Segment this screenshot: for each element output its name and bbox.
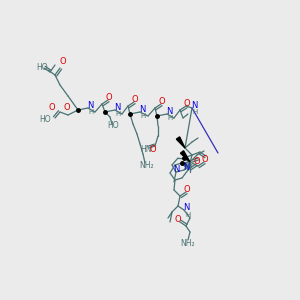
Text: O: O [184, 98, 190, 107]
Text: O: O [106, 92, 112, 101]
Text: H: H [167, 115, 172, 121]
Text: H: H [192, 109, 198, 115]
Text: HN: HN [140, 146, 152, 154]
Text: NH₂: NH₂ [181, 239, 195, 248]
Text: O: O [150, 145, 156, 154]
Text: N: N [183, 163, 189, 172]
Text: HO: HO [36, 64, 48, 73]
Text: HO: HO [107, 122, 119, 130]
Text: O: O [60, 56, 66, 65]
Text: N: N [166, 106, 172, 116]
Text: HO: HO [39, 116, 51, 124]
Text: N: N [139, 104, 145, 113]
Text: H: H [140, 113, 146, 119]
Text: N: N [87, 100, 93, 109]
Polygon shape [176, 137, 185, 148]
Text: O: O [175, 215, 181, 224]
Text: O: O [49, 103, 55, 112]
Text: O: O [194, 158, 200, 166]
Text: NH₂: NH₂ [140, 160, 154, 169]
Text: H: H [88, 109, 94, 115]
Polygon shape [180, 151, 190, 162]
Text: N: N [191, 100, 197, 109]
Text: O: O [132, 94, 138, 103]
Text: O: O [64, 103, 70, 112]
Text: H: H [116, 111, 121, 117]
Text: N: N [173, 166, 179, 175]
Text: O: O [202, 155, 208, 164]
Text: O: O [184, 184, 190, 194]
Text: O: O [159, 97, 165, 106]
Text: N: N [183, 202, 189, 211]
Text: H: H [185, 212, 190, 218]
Text: N: N [114, 103, 120, 112]
